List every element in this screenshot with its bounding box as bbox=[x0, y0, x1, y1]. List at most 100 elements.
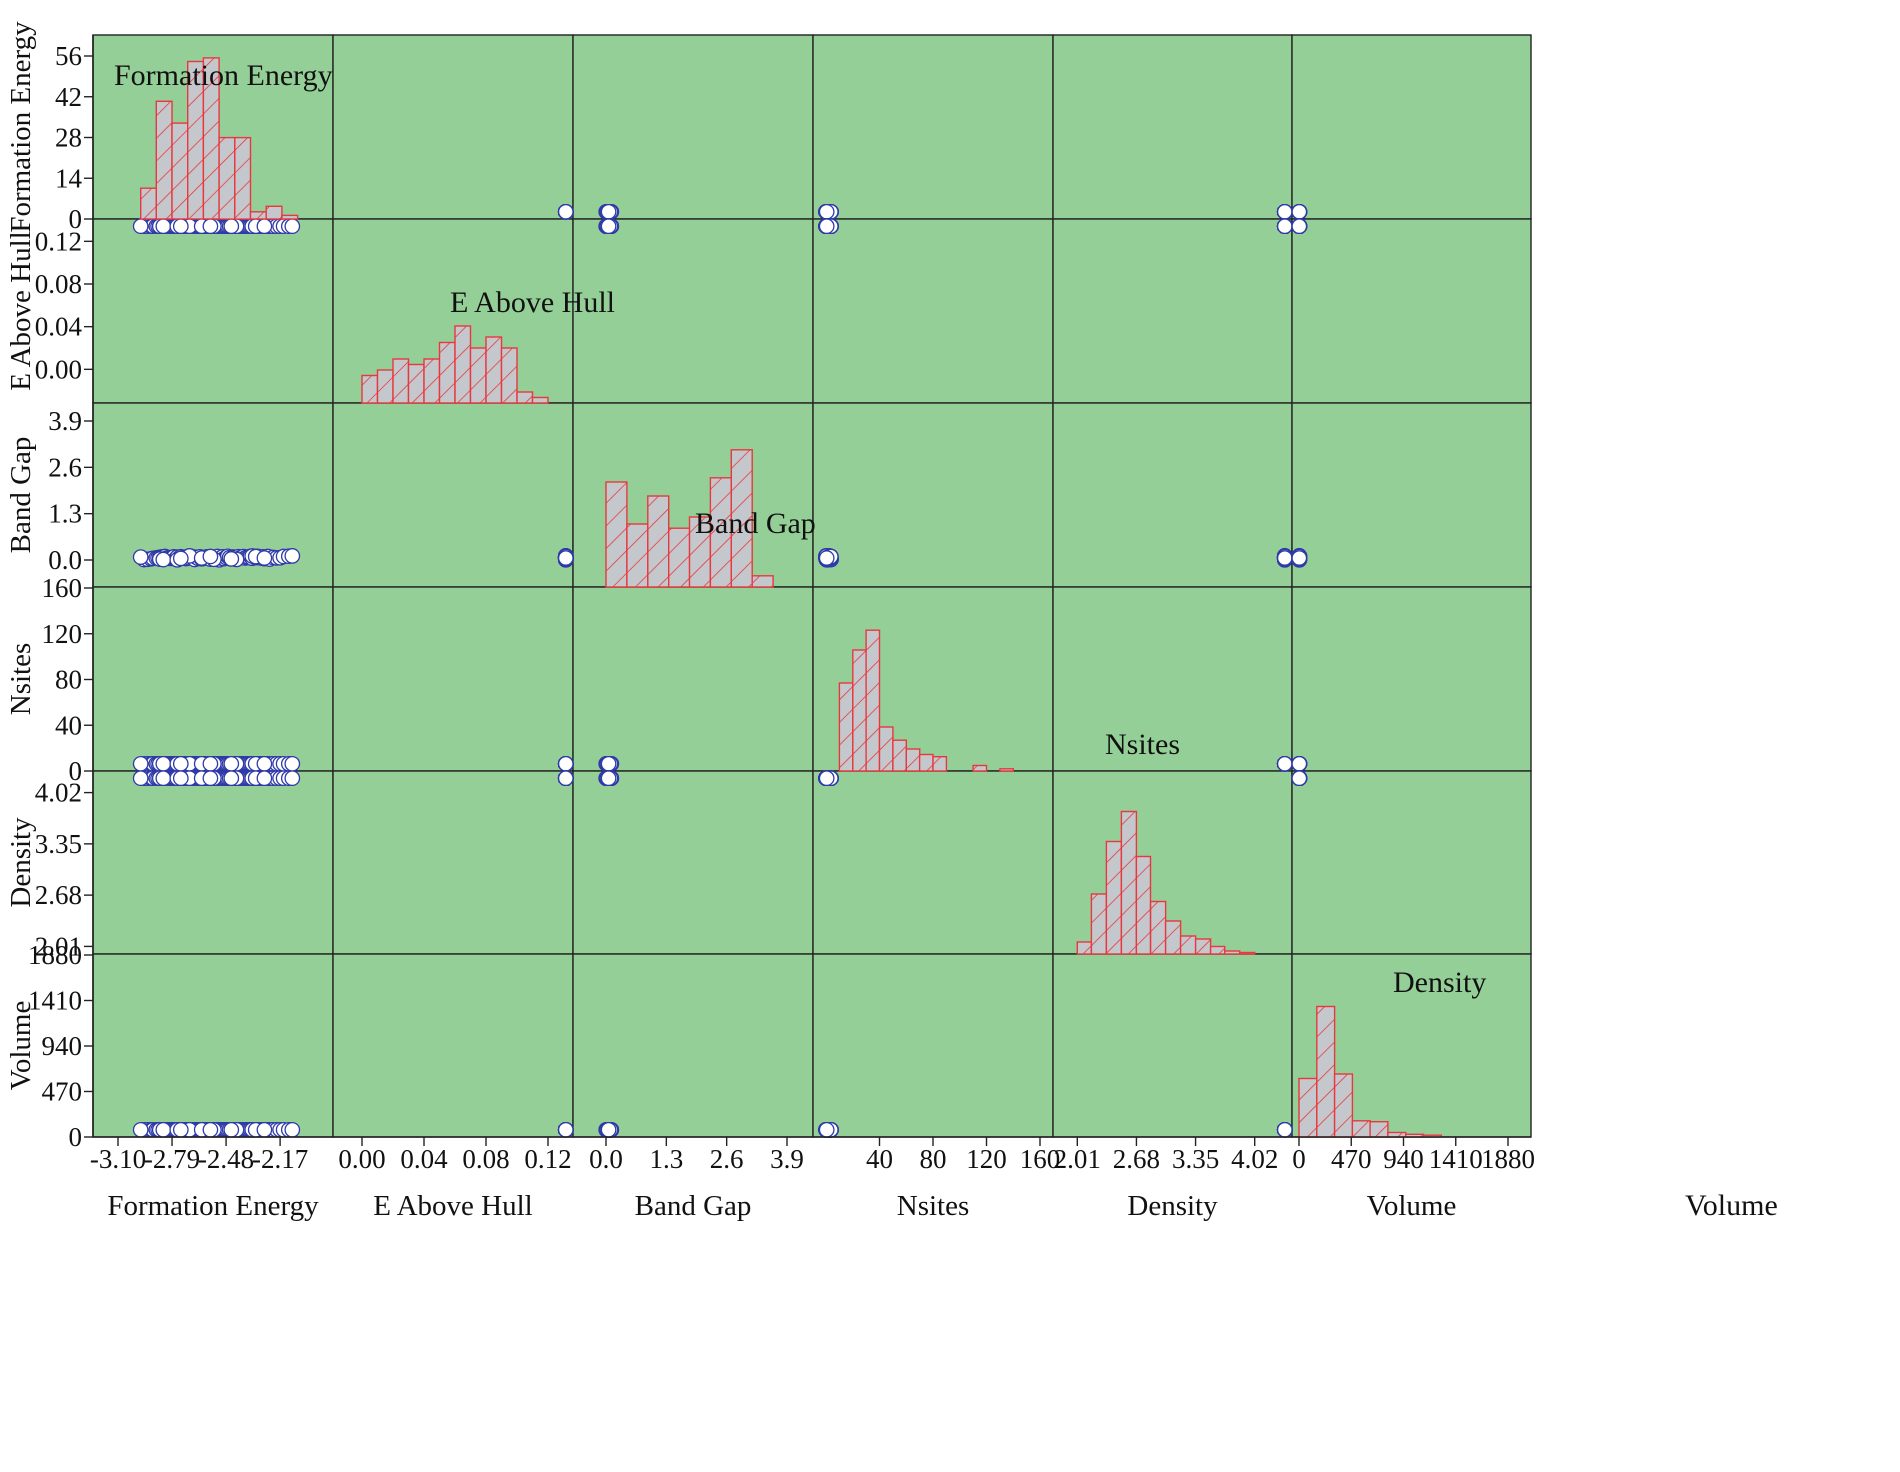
scatter-point bbox=[557, 770, 574, 787]
x-tick-label: 0.04 bbox=[400, 1144, 448, 1174]
y-axis-title-band-gap: Band Gap bbox=[5, 437, 37, 554]
scatter-point bbox=[202, 218, 219, 235]
histogram-bar bbox=[1076, 941, 1093, 955]
x-tick-label: 3.9 bbox=[770, 1144, 804, 1174]
y-tick-label: 80 bbox=[55, 665, 82, 695]
scatter-volume-vs-nsites bbox=[818, 1121, 839, 1138]
x-tick-label: 0.08 bbox=[462, 1144, 509, 1174]
panel-volume-vs-e-above-hull bbox=[332, 953, 574, 1138]
scatter-point bbox=[172, 550, 189, 567]
histogram-bar bbox=[531, 396, 549, 404]
x-tick-label: -3.10 bbox=[90, 1144, 146, 1174]
scatter-nsites-vs-e-above-hull bbox=[557, 755, 574, 772]
y-tick-label: 160 bbox=[42, 573, 83, 603]
scatter-volume-vs-band-gap bbox=[598, 1121, 620, 1138]
histogram-label-density: Density bbox=[1393, 966, 1486, 999]
panel-nsites-vs-volume bbox=[1291, 586, 1532, 772]
scatter-band-gap-vs-density bbox=[1276, 548, 1293, 568]
scatter-point bbox=[132, 549, 149, 565]
scatter-point bbox=[600, 770, 617, 787]
histogram-bar bbox=[516, 391, 534, 404]
scatter-density-vs-nsites bbox=[818, 770, 839, 787]
histogram-bar bbox=[155, 100, 173, 220]
histogram-bar bbox=[1164, 920, 1182, 955]
histogram-bar bbox=[1120, 810, 1138, 955]
scatter-e-above-hull-vs-nsites bbox=[818, 218, 839, 235]
scatter-density-vs-formation-energy bbox=[132, 770, 301, 787]
x-axis-title-nsites: Nsites bbox=[897, 1190, 970, 1222]
histogram-bar bbox=[361, 374, 379, 404]
histogram-label-formation-energy: Formation Energy bbox=[114, 59, 333, 92]
histogram-bar bbox=[865, 629, 881, 772]
y-tick-label: 0.0 bbox=[48, 545, 82, 575]
panel-band-gap-vs-volume bbox=[1291, 402, 1532, 588]
histogram-bar bbox=[878, 726, 894, 772]
scatter-point bbox=[172, 755, 189, 772]
histogram-bar bbox=[500, 347, 518, 404]
scatter-point bbox=[1276, 550, 1293, 566]
histogram-label-volume: Volume bbox=[1685, 1189, 1778, 1222]
scatter-point bbox=[557, 203, 574, 220]
y-tick-label: 0.00 bbox=[35, 354, 82, 384]
histogram-bar bbox=[1316, 1005, 1336, 1138]
histogram-bar bbox=[1090, 893, 1108, 955]
x-tick-label: 1880 bbox=[1481, 1144, 1535, 1174]
scatter-point bbox=[557, 1121, 574, 1138]
scatter-band-gap-vs-volume bbox=[1291, 548, 1308, 568]
y-tick-label: 28 bbox=[55, 123, 82, 153]
histogram-bar bbox=[1105, 840, 1123, 955]
y-tick-label: 0.04 bbox=[35, 312, 83, 342]
x-tick-label: 3.35 bbox=[1172, 1144, 1219, 1174]
scatter-formation-energy-vs-density bbox=[1276, 203, 1293, 220]
scatter-point bbox=[1291, 755, 1308, 772]
y-tick-label: 120 bbox=[42, 619, 83, 649]
panel-nsites-vs-density bbox=[1052, 586, 1293, 772]
panel-nsites-vs-band-gap bbox=[572, 586, 814, 772]
scatter-point bbox=[818, 770, 835, 787]
scatter-point bbox=[600, 203, 617, 220]
histogram-bar bbox=[423, 358, 441, 404]
scatter-point bbox=[284, 548, 301, 564]
panel-formation-energy-vs-volume bbox=[1291, 34, 1532, 220]
scatter-point bbox=[600, 755, 617, 772]
scatter-point bbox=[284, 218, 301, 235]
panel-volume-vs-formation-energy bbox=[92, 953, 334, 1138]
histogram-bar bbox=[469, 347, 487, 404]
x-axis-title-formation-energy: Formation Energy bbox=[107, 1190, 319, 1222]
scatter-point bbox=[132, 755, 149, 772]
histogram-bar bbox=[281, 214, 299, 220]
x-tick-label: 2.6 bbox=[710, 1144, 744, 1174]
histogram-bar bbox=[999, 768, 1015, 772]
histogram-bar bbox=[1149, 900, 1167, 955]
histogram-bar bbox=[1351, 1120, 1371, 1138]
scatter-point bbox=[256, 550, 273, 566]
x-tick-label: 0.00 bbox=[338, 1144, 385, 1174]
scatter-point bbox=[256, 770, 273, 787]
x-axis-title-volume: Volume bbox=[1367, 1190, 1457, 1222]
scatter-point bbox=[1291, 550, 1308, 566]
y-tick-label: 1880 bbox=[28, 940, 82, 970]
scatter-formation-energy-vs-nsites bbox=[818, 203, 839, 220]
panel-formation-energy-vs-nsites bbox=[812, 34, 1054, 220]
x-axis-title-e-above-hull: E Above Hull bbox=[373, 1190, 533, 1222]
x-tick-label: -2.48 bbox=[198, 1144, 254, 1174]
histogram-bar bbox=[905, 748, 921, 772]
scatter-point bbox=[172, 770, 189, 787]
histogram-bar bbox=[376, 369, 394, 404]
histogram-bar bbox=[838, 682, 854, 772]
scatter-volume-vs-formation-energy bbox=[132, 1121, 301, 1138]
panel-density-vs-band-gap bbox=[572, 770, 814, 955]
scatter-e-above-hull-vs-formation-energy bbox=[132, 218, 301, 235]
histogram-bar bbox=[454, 325, 472, 404]
x-tick-label: -2.17 bbox=[252, 1144, 308, 1174]
y-axis-title-e-above-hull: E Above Hull bbox=[5, 231, 37, 391]
y-axis-title-volume: Volume bbox=[5, 1001, 37, 1091]
scatter-band-gap-vs-formation-energy bbox=[132, 548, 301, 568]
scatter-point bbox=[818, 1121, 835, 1138]
scatter-point bbox=[155, 755, 172, 772]
scatter-e-above-hull-vs-band-gap bbox=[598, 218, 620, 235]
scatter-point bbox=[557, 550, 574, 566]
histogram-bar bbox=[392, 358, 410, 404]
x-tick-label: 40 bbox=[866, 1144, 893, 1174]
scatter-point bbox=[1276, 755, 1293, 772]
